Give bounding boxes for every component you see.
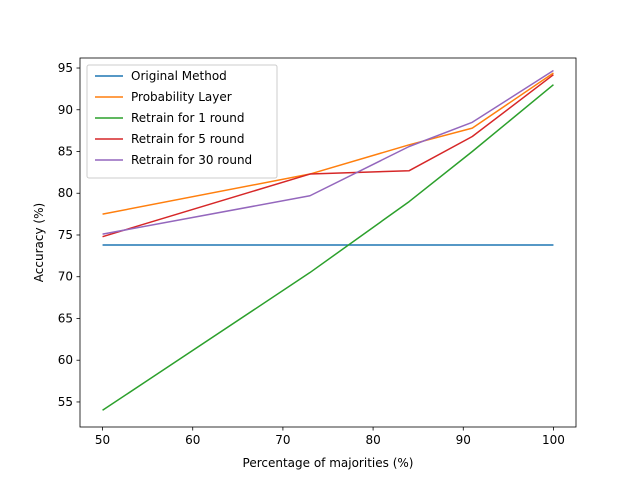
series-line-3 xyxy=(102,84,554,411)
legend-label-1: Original Method xyxy=(131,69,227,83)
series-line-2 xyxy=(102,72,554,215)
x-tick-label: 90 xyxy=(456,433,471,447)
legend-label-2: Probability Layer xyxy=(131,90,232,104)
x-tick-label: 60 xyxy=(185,433,200,447)
x-axis-label: Percentage of majorities (%) xyxy=(243,456,414,470)
y-tick-label: 55 xyxy=(58,395,73,409)
legend-label-4: Retrain for 5 round xyxy=(131,132,245,146)
legend-label-3: Retrain for 1 round xyxy=(131,111,245,125)
x-tick-label: 80 xyxy=(365,433,380,447)
y-tick-label: 95 xyxy=(58,61,73,75)
x-tick-label: 100 xyxy=(542,433,565,447)
x-tick-label: 50 xyxy=(95,433,110,447)
y-tick-label: 65 xyxy=(58,311,73,325)
y-axis-label: Accuracy (%) xyxy=(32,203,46,282)
y-tick-label: 90 xyxy=(58,103,73,117)
legend-label-5: Retrain for 30 round xyxy=(131,153,252,167)
series-line-5 xyxy=(102,69,554,235)
y-tick-label: 70 xyxy=(58,270,73,284)
y-tick-label: 80 xyxy=(58,186,73,200)
series-layer xyxy=(102,69,554,411)
legend: Original Method Probability Layer Retrain … xyxy=(86,64,278,179)
legend-box xyxy=(86,64,278,179)
y-tick-label: 85 xyxy=(58,145,73,159)
plot-frame xyxy=(79,57,577,428)
x-tick-label: 70 xyxy=(275,433,290,447)
y-tick-label: 60 xyxy=(58,353,73,367)
series-line-4 xyxy=(102,74,554,238)
axes-layer: 50 60 70 80 90 100 55 60 65 70 75 80 85 90 95 xyxy=(58,57,577,447)
y-tick-label: 75 xyxy=(58,228,73,242)
